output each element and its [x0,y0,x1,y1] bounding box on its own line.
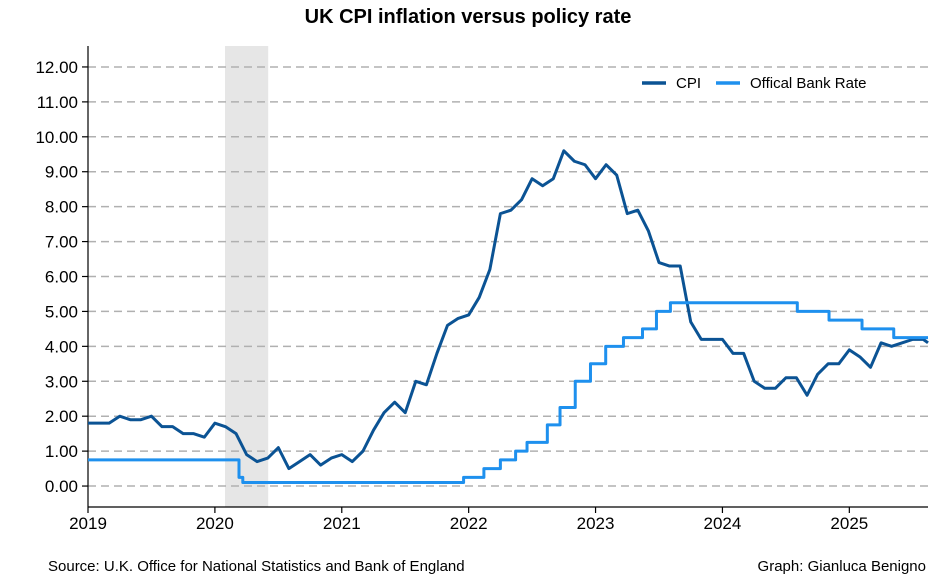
legend-label-cpi: CPI [676,75,701,92]
cpi-line [88,149,929,471]
y-tick-label: 12.00 [35,58,78,77]
y-tick-label: 3.00 [45,372,78,391]
source-note: Source: U.K. Office for National Statist… [48,558,465,575]
y-tick-label: 1.00 [45,442,78,461]
x-tick-label: 2021 [323,514,361,533]
y-tick-label: 10.00 [35,128,78,147]
x-tick-label: 2019 [69,514,107,533]
y-tick-label: 6.00 [45,268,78,287]
y-tick-label: 8.00 [45,198,78,217]
y-tick-label: 2.00 [45,407,78,426]
x-tick-label: 2022 [450,514,488,533]
y-tick-label: 9.00 [45,163,78,182]
y-tick-label: 0.00 [45,477,78,496]
bank-rate-line [88,301,928,485]
x-tick-label: 2025 [830,514,868,533]
y-tick-label: 11.00 [37,93,78,112]
legend-label-bank-rate: Offical Bank Rate [750,75,866,92]
y-tick-label: 7.00 [45,233,78,252]
x-tick-label: 2020 [196,514,234,533]
y-tick-label: 5.00 [45,302,78,321]
y-tick-label: 4.00 [45,337,78,356]
x-tick-label: 2024 [704,514,742,533]
graph-credit: Graph: Gianluca Benigno [757,558,926,575]
chart-title: UK CPI inflation versus policy rate [304,6,632,28]
x-tick-label: 2023 [577,514,615,533]
